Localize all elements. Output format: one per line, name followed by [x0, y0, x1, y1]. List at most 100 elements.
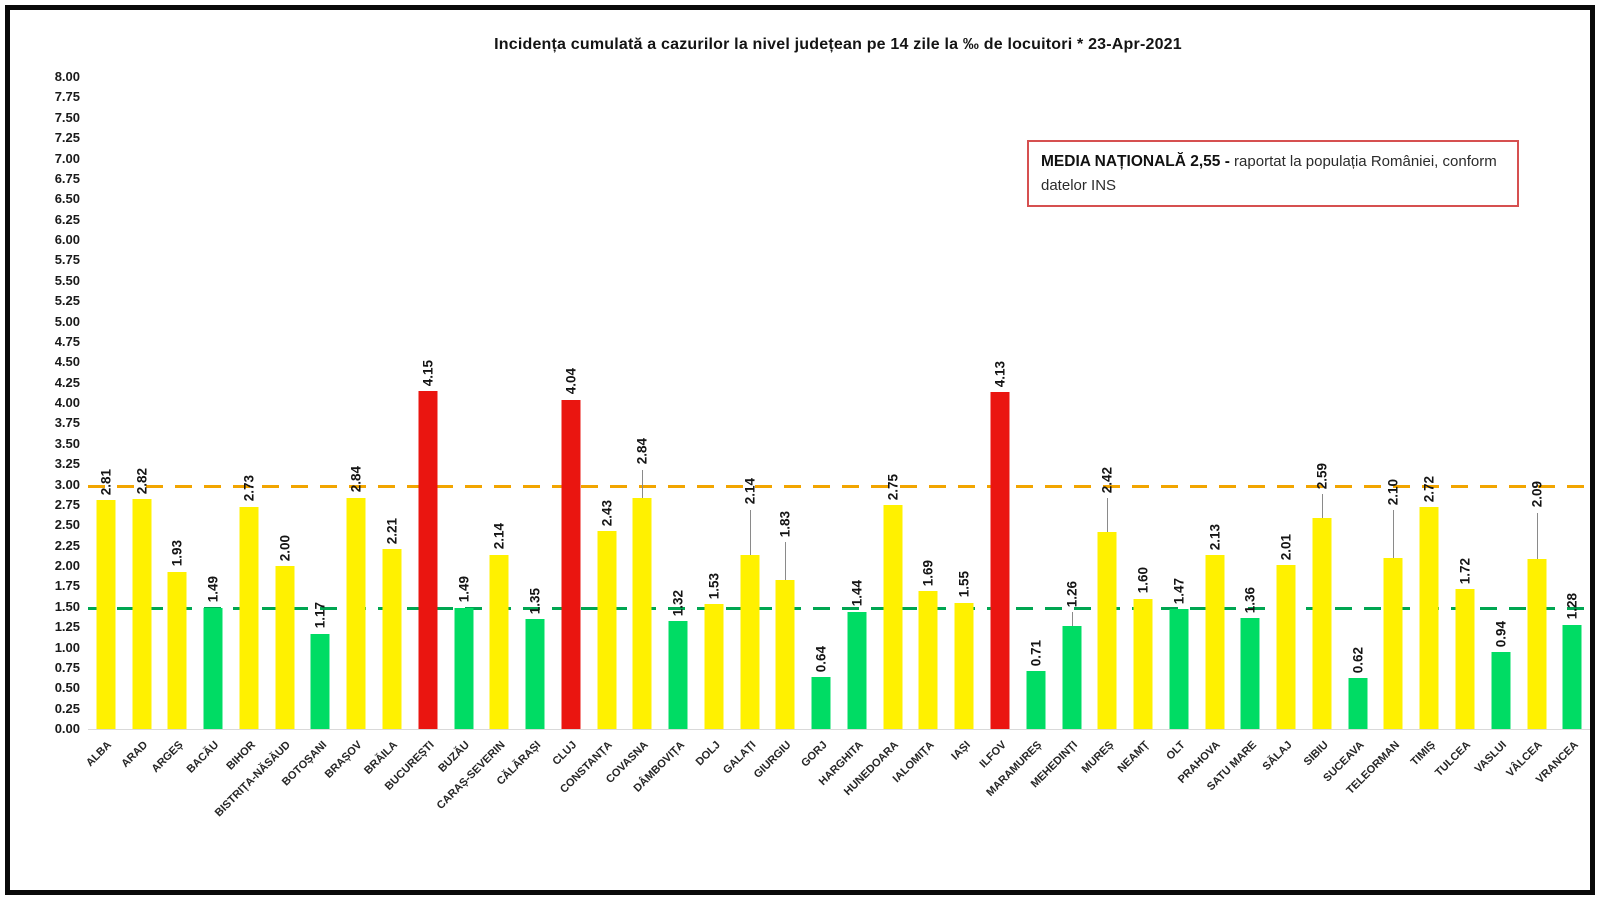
bar-value-label: 2.72 [1421, 476, 1437, 503]
y-axis-tick-label: 1.75 [54, 578, 80, 594]
incidence-bar [1491, 652, 1511, 729]
incidence-bar [632, 497, 652, 729]
bar-value-label: 2.21 [384, 517, 400, 544]
y-axis-tick-label: 4.00 [54, 395, 80, 410]
bar-value-label: 0.94 [1493, 621, 1509, 648]
incidence-bar [489, 554, 509, 729]
bar-column: 0.64 GORJ [799, 78, 839, 770]
bar-column: 2.72 TIMIȘ [1408, 78, 1447, 768]
y-axis-tick-label: 2.25 [54, 537, 80, 553]
y-axis-tick-label: 5.25 [54, 293, 80, 309]
y-axis-tick-label: 3.25 [54, 456, 80, 472]
bar-value-label: 1.35 [527, 587, 543, 614]
x-axis-county-label: BIHOR [223, 739, 258, 773]
bar-column: 1.47 OLT [1161, 78, 1197, 762]
label-leader-line [749, 509, 751, 555]
bar-column: 2.00 BISTRIȚA-NĂSĂUD [213, 78, 303, 819]
incidence-bar [668, 621, 688, 729]
bar-value-label: 2.75 [885, 473, 901, 500]
bar-value-label: 2.84 [634, 438, 650, 465]
incidence-bar [1562, 624, 1582, 729]
label-leader-line [642, 469, 644, 498]
y-axis-tick-label: 8.00 [54, 69, 80, 84]
bar-value-label: 1.60 [1135, 567, 1151, 594]
incidence-bar [1133, 598, 1153, 729]
bar-value-label: 0.64 [813, 645, 829, 672]
y-axis-tick-label: 0.50 [54, 680, 80, 696]
y-axis-tick-label: 0.25 [54, 700, 80, 716]
bar-column: 1.32 DÂMBOVIȚA [631, 78, 696, 795]
incidence-bar [132, 499, 152, 729]
bar-column: 1.26 MEHEDINȚI [1029, 78, 1090, 790]
y-axis-tick-label: 2.75 [54, 496, 80, 512]
bar-column: 1.93 ARGEȘ [150, 78, 196, 775]
bar-value-label: 2.73 [241, 475, 257, 502]
y-axis-tick-label: 6.00 [54, 232, 80, 247]
bar-column: 0.94 VASLUI [1473, 78, 1519, 775]
incidence-bar [990, 392, 1010, 729]
label-leader-line [785, 541, 787, 580]
incidence-bar [1169, 609, 1189, 729]
incidence-bar [954, 602, 974, 729]
bar-column: 2.21 BRĂILA [363, 78, 410, 777]
bar-column: 1.53 DOLJ [693, 78, 732, 768]
x-axis-county-label: TULCEA [1433, 739, 1474, 780]
label-leader-line [1536, 512, 1538, 559]
bar-value-label: 1.49 [456, 576, 472, 603]
bar-value-label: 2.10 [1385, 478, 1401, 505]
bar-column: 2.84 BRAȘOV [323, 78, 374, 781]
y-axis-tick-label: 3.50 [54, 435, 80, 451]
incidence-bar [1312, 517, 1332, 729]
incidence-bar [525, 618, 545, 729]
label-leader-line [1107, 497, 1109, 532]
x-axis-county-label: DOLJ [693, 739, 723, 769]
national-average-box: MEDIA NAȚIONALĂ 2,55 - raportat la popul… [1027, 140, 1519, 208]
bar-value-label: 2.01 [1278, 533, 1294, 561]
bar-value-label: 2.09 [1529, 481, 1544, 508]
incidence-bar [1205, 555, 1225, 729]
x-axis-county-label: ALBA [84, 739, 115, 770]
y-axis-tick-label: 5.00 [54, 313, 80, 329]
x-axis-county-label: BACĂU [185, 739, 222, 776]
incidence-bar [1419, 507, 1439, 729]
incidence-bar [883, 504, 903, 729]
x-axis-county-label: ILFOV [977, 739, 1009, 771]
bar-column: 2.42 MUREȘ [1079, 78, 1125, 776]
bar-value-label: 2.14 [742, 478, 758, 505]
x-axis-county-label: SĂLAJ [1260, 739, 1295, 773]
y-axis-tick-label: 6.50 [54, 191, 80, 207]
bar-column: 2.14 CARAȘ-SEVERIN [435, 78, 517, 812]
y-axis-tick-label: 7.00 [54, 150, 80, 166]
bar-value-label: 1.93 [169, 540, 185, 567]
y-axis-tick-label: 5.50 [54, 272, 80, 288]
y-axis-tick-label: 1.25 [54, 619, 80, 635]
bar-value-label: 1.32 [670, 590, 686, 617]
bar-value-label: 4.15 [420, 359, 436, 386]
bar-column: 2.75 HUNEDOARA [842, 78, 911, 798]
bar-column: 1.49 BUZĂU [436, 78, 482, 775]
bars-container: 2.81 ALBA 2.82 ARAD 1.93 ARGEȘ 1.49 BACĂU 2.73 BI… [84, 78, 1590, 819]
bar-column: 1.69 IALOMIȚA [891, 78, 947, 785]
y-axis-tick-label: 4.25 [54, 374, 80, 390]
y-axis-tick-label: 7.50 [54, 109, 80, 125]
y-axis-tick-label: 3.75 [54, 415, 80, 431]
incidence-bar [454, 607, 474, 729]
chart-title: Incidența cumulată a cazurilor la nivel … [494, 36, 1182, 53]
bar-value-label: 1.69 [920, 559, 936, 587]
incidence-bar [1383, 557, 1403, 729]
bar-value-label: 1.53 [706, 573, 722, 600]
incidence-bar [847, 611, 867, 729]
incidence-bar [203, 607, 223, 729]
bar-column: 1.72 TULCEA [1433, 78, 1483, 779]
bar-value-label: 1.83 [777, 510, 793, 537]
bar-value-label: 2.14 [491, 523, 507, 550]
x-axis-county-label: BUZĂU [436, 739, 473, 775]
y-axis-tick-label: 0.75 [54, 659, 80, 675]
bar-column: 1.60 NEAMȚ [1115, 78, 1161, 775]
bar-value-label: 1.55 [956, 571, 972, 598]
incidence-bar [1097, 531, 1117, 729]
bar-value-label: 2.84 [348, 466, 364, 493]
incidence-bar [382, 548, 402, 729]
x-axis-county-label: OLT [1163, 739, 1188, 763]
y-axis-tick-label: 5.75 [54, 252, 80, 268]
